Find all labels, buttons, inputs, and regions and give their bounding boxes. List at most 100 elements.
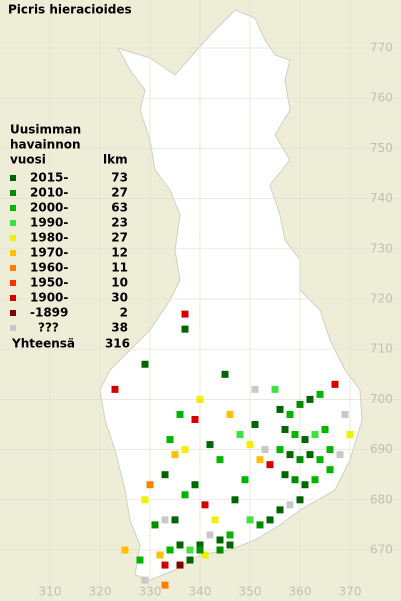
observation <box>266 461 274 469</box>
observation <box>296 496 304 504</box>
legend-count: 27 <box>111 186 128 200</box>
observation <box>276 405 284 413</box>
legend-label: 1950- <box>30 276 68 290</box>
x-tick-label: 320 <box>89 585 112 599</box>
observations <box>111 310 354 589</box>
observation <box>216 456 224 464</box>
observation <box>256 456 264 464</box>
observation <box>301 436 309 444</box>
observation <box>141 576 149 584</box>
observation <box>296 400 304 408</box>
observation <box>186 556 194 564</box>
observation <box>201 501 209 509</box>
observation <box>286 501 294 509</box>
observation <box>236 431 244 439</box>
observation <box>196 541 204 549</box>
observation <box>346 431 354 439</box>
observation <box>136 556 144 564</box>
observation <box>326 446 334 454</box>
observation <box>161 516 169 524</box>
observation <box>276 506 284 514</box>
legend-count: 30 <box>111 291 128 305</box>
legend-swatch <box>10 235 16 241</box>
legend-heading: Uusimman <box>10 123 81 137</box>
legend-count: 12 <box>111 246 128 260</box>
y-tick-label: 730 <box>370 241 393 255</box>
observation <box>206 441 214 449</box>
observation <box>171 516 179 524</box>
legend-count: 63 <box>111 201 128 215</box>
x-tick-label: 310 <box>39 585 62 599</box>
x-tick-label: 350 <box>239 585 262 599</box>
legend-label: -1899 <box>30 306 68 320</box>
legend-swatch <box>10 205 16 211</box>
legend-heading: vuosi <box>10 153 46 167</box>
observation <box>316 456 324 464</box>
observation <box>141 360 149 368</box>
observation <box>206 531 214 539</box>
y-tick-label: 690 <box>370 442 393 456</box>
observation <box>251 385 259 393</box>
observation <box>181 310 189 318</box>
x-tick-label: 360 <box>289 585 312 599</box>
observation <box>326 466 334 474</box>
observation <box>111 385 119 393</box>
y-tick-label: 710 <box>370 342 393 356</box>
observation <box>291 476 299 484</box>
y-tick-label: 750 <box>370 141 393 155</box>
legend-count: 38 <box>111 321 128 335</box>
legend-swatch <box>10 280 16 286</box>
observation <box>216 546 224 554</box>
observation <box>276 446 284 454</box>
legend-swatch <box>10 295 16 301</box>
observation <box>266 516 274 524</box>
observation <box>316 390 324 398</box>
legend-total: 316 <box>105 337 130 351</box>
observation <box>261 446 269 454</box>
y-tick-label: 760 <box>370 91 393 105</box>
legend-swatch <box>10 190 16 196</box>
legend-label: 2015- <box>30 171 68 185</box>
y-tick-label: 680 <box>370 492 393 506</box>
legend-label: 1900- <box>30 291 68 305</box>
observation <box>171 451 179 459</box>
observation <box>296 456 304 464</box>
legend-swatch <box>10 265 16 271</box>
observation <box>166 546 174 554</box>
y-tick-label: 700 <box>370 392 393 406</box>
observation <box>256 521 264 529</box>
observation <box>181 325 189 333</box>
title: Picris hieracioides <box>8 3 132 17</box>
observation <box>161 581 169 589</box>
observation <box>286 451 294 459</box>
observation <box>161 471 169 479</box>
observation <box>281 471 289 479</box>
observation <box>231 496 239 504</box>
observation <box>176 561 184 569</box>
observation <box>176 410 184 418</box>
observation <box>176 541 184 549</box>
observation <box>226 531 234 539</box>
y-tick-label: 740 <box>370 191 393 205</box>
legend-count: 10 <box>111 276 128 290</box>
legend-label: 2000- <box>30 201 68 215</box>
x-tick-label: 340 <box>189 585 212 599</box>
observation <box>246 441 254 449</box>
observation <box>196 395 204 403</box>
observation <box>121 546 129 554</box>
legend-swatch <box>10 325 16 331</box>
observation <box>241 476 249 484</box>
y-tick-label: 670 <box>370 543 393 557</box>
legend-count: 23 <box>111 216 128 230</box>
legend-label: 1960- <box>30 261 68 275</box>
legend-count: 73 <box>111 171 128 185</box>
observation <box>336 451 344 459</box>
observation <box>161 561 169 569</box>
legend-label: 1970- <box>30 246 68 260</box>
observation <box>191 481 199 489</box>
observation <box>156 551 164 559</box>
legend-swatch <box>10 220 16 226</box>
observation <box>166 436 174 444</box>
